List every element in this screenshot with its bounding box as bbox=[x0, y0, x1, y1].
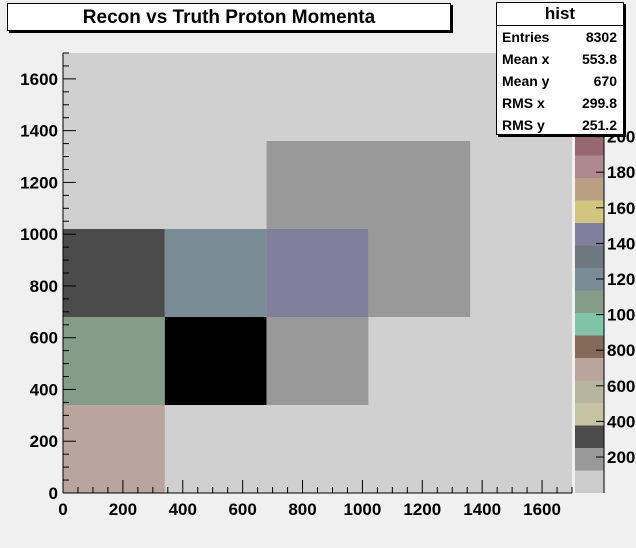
stats-row-mean-y: Mean y 670 bbox=[502, 73, 617, 89]
palette-tick-label: 200 bbox=[607, 448, 635, 467]
y-tick-label: 800 bbox=[30, 277, 58, 296]
palette-tick-label: 400 bbox=[607, 412, 635, 431]
x-tick-label: 200 bbox=[109, 500, 137, 519]
palette-swatch-8 bbox=[575, 290, 604, 313]
palette-swatch-14 bbox=[575, 155, 604, 178]
palette-swatch-4 bbox=[575, 380, 604, 403]
x-tick-label: 800 bbox=[288, 500, 316, 519]
histogram-bin-3 bbox=[368, 229, 471, 317]
x-tick-label: 600 bbox=[228, 500, 256, 519]
y-tick-label: 1600 bbox=[20, 70, 58, 89]
stats-row-rms-x: RMS x 299.8 bbox=[502, 95, 617, 111]
palette-swatch-6 bbox=[575, 335, 604, 358]
y-tick-label: 200 bbox=[30, 432, 58, 451]
palette-swatch-11 bbox=[575, 223, 604, 246]
palette-tick-label: 1800 bbox=[607, 163, 636, 182]
palette-tick-label: 800 bbox=[607, 341, 635, 360]
histogram-bin-0 bbox=[63, 229, 165, 317]
histogram-bin-5 bbox=[63, 317, 165, 405]
palette-tick-label: 1400 bbox=[607, 234, 636, 253]
histogram-bin-4 bbox=[266, 141, 471, 229]
x-tick-label: 400 bbox=[169, 500, 197, 519]
palette-swatch-3 bbox=[575, 403, 604, 426]
palette-swatch-12 bbox=[575, 200, 604, 223]
title-box: Recon vs Truth Proton Momenta bbox=[7, 3, 451, 31]
palette-swatch-1 bbox=[575, 448, 604, 471]
y-tick-label: 0 bbox=[49, 484, 58, 503]
x-tick-label: 1400 bbox=[463, 500, 501, 519]
x-tick-label: 0 bbox=[58, 500, 67, 519]
histogram-bin-6 bbox=[164, 317, 267, 405]
y-tick-label: 400 bbox=[30, 380, 58, 399]
palette-swatch-10 bbox=[575, 245, 604, 268]
y-tick-label: 1400 bbox=[20, 122, 58, 141]
histogram-bin-2 bbox=[266, 229, 369, 317]
palette-swatch-2 bbox=[575, 425, 604, 448]
chart-title: Recon vs Truth Proton Momenta bbox=[82, 7, 376, 28]
palette-swatch-13 bbox=[575, 178, 604, 201]
stats-title: hist bbox=[497, 3, 623, 26]
palette-swatch-0 bbox=[575, 470, 604, 493]
x-tick-label: 1000 bbox=[343, 500, 381, 519]
palette-swatch-9 bbox=[575, 268, 604, 291]
palette-swatch-5 bbox=[575, 358, 604, 381]
palette-swatch-7 bbox=[575, 313, 604, 336]
stats-box: hist Entries 8302 Mean x 553.8 Mean y 670 R… bbox=[496, 2, 624, 135]
x-tick-label: 1200 bbox=[403, 500, 441, 519]
palette-tick-label: 1600 bbox=[607, 199, 636, 218]
y-tick-label: 1000 bbox=[20, 225, 58, 244]
palette-tick-label: 1000 bbox=[607, 306, 636, 325]
palette-tick-label: 600 bbox=[607, 377, 635, 396]
histogram-bin-7 bbox=[266, 317, 369, 405]
stats-row-mean-x: Mean x 553.8 bbox=[502, 51, 617, 67]
histogram-bin-8 bbox=[63, 405, 165, 493]
palette-tick-label: 1200 bbox=[607, 270, 636, 289]
stats-row-entries: Entries 8302 bbox=[502, 29, 617, 45]
histogram-bin-1 bbox=[164, 229, 267, 317]
y-tick-label: 600 bbox=[30, 329, 58, 348]
x-tick-label: 1600 bbox=[523, 500, 561, 519]
stats-row-rms-y: RMS y 251.2 bbox=[502, 117, 617, 133]
palette-swatch-15 bbox=[575, 133, 604, 156]
y-tick-label: 1200 bbox=[20, 173, 58, 192]
